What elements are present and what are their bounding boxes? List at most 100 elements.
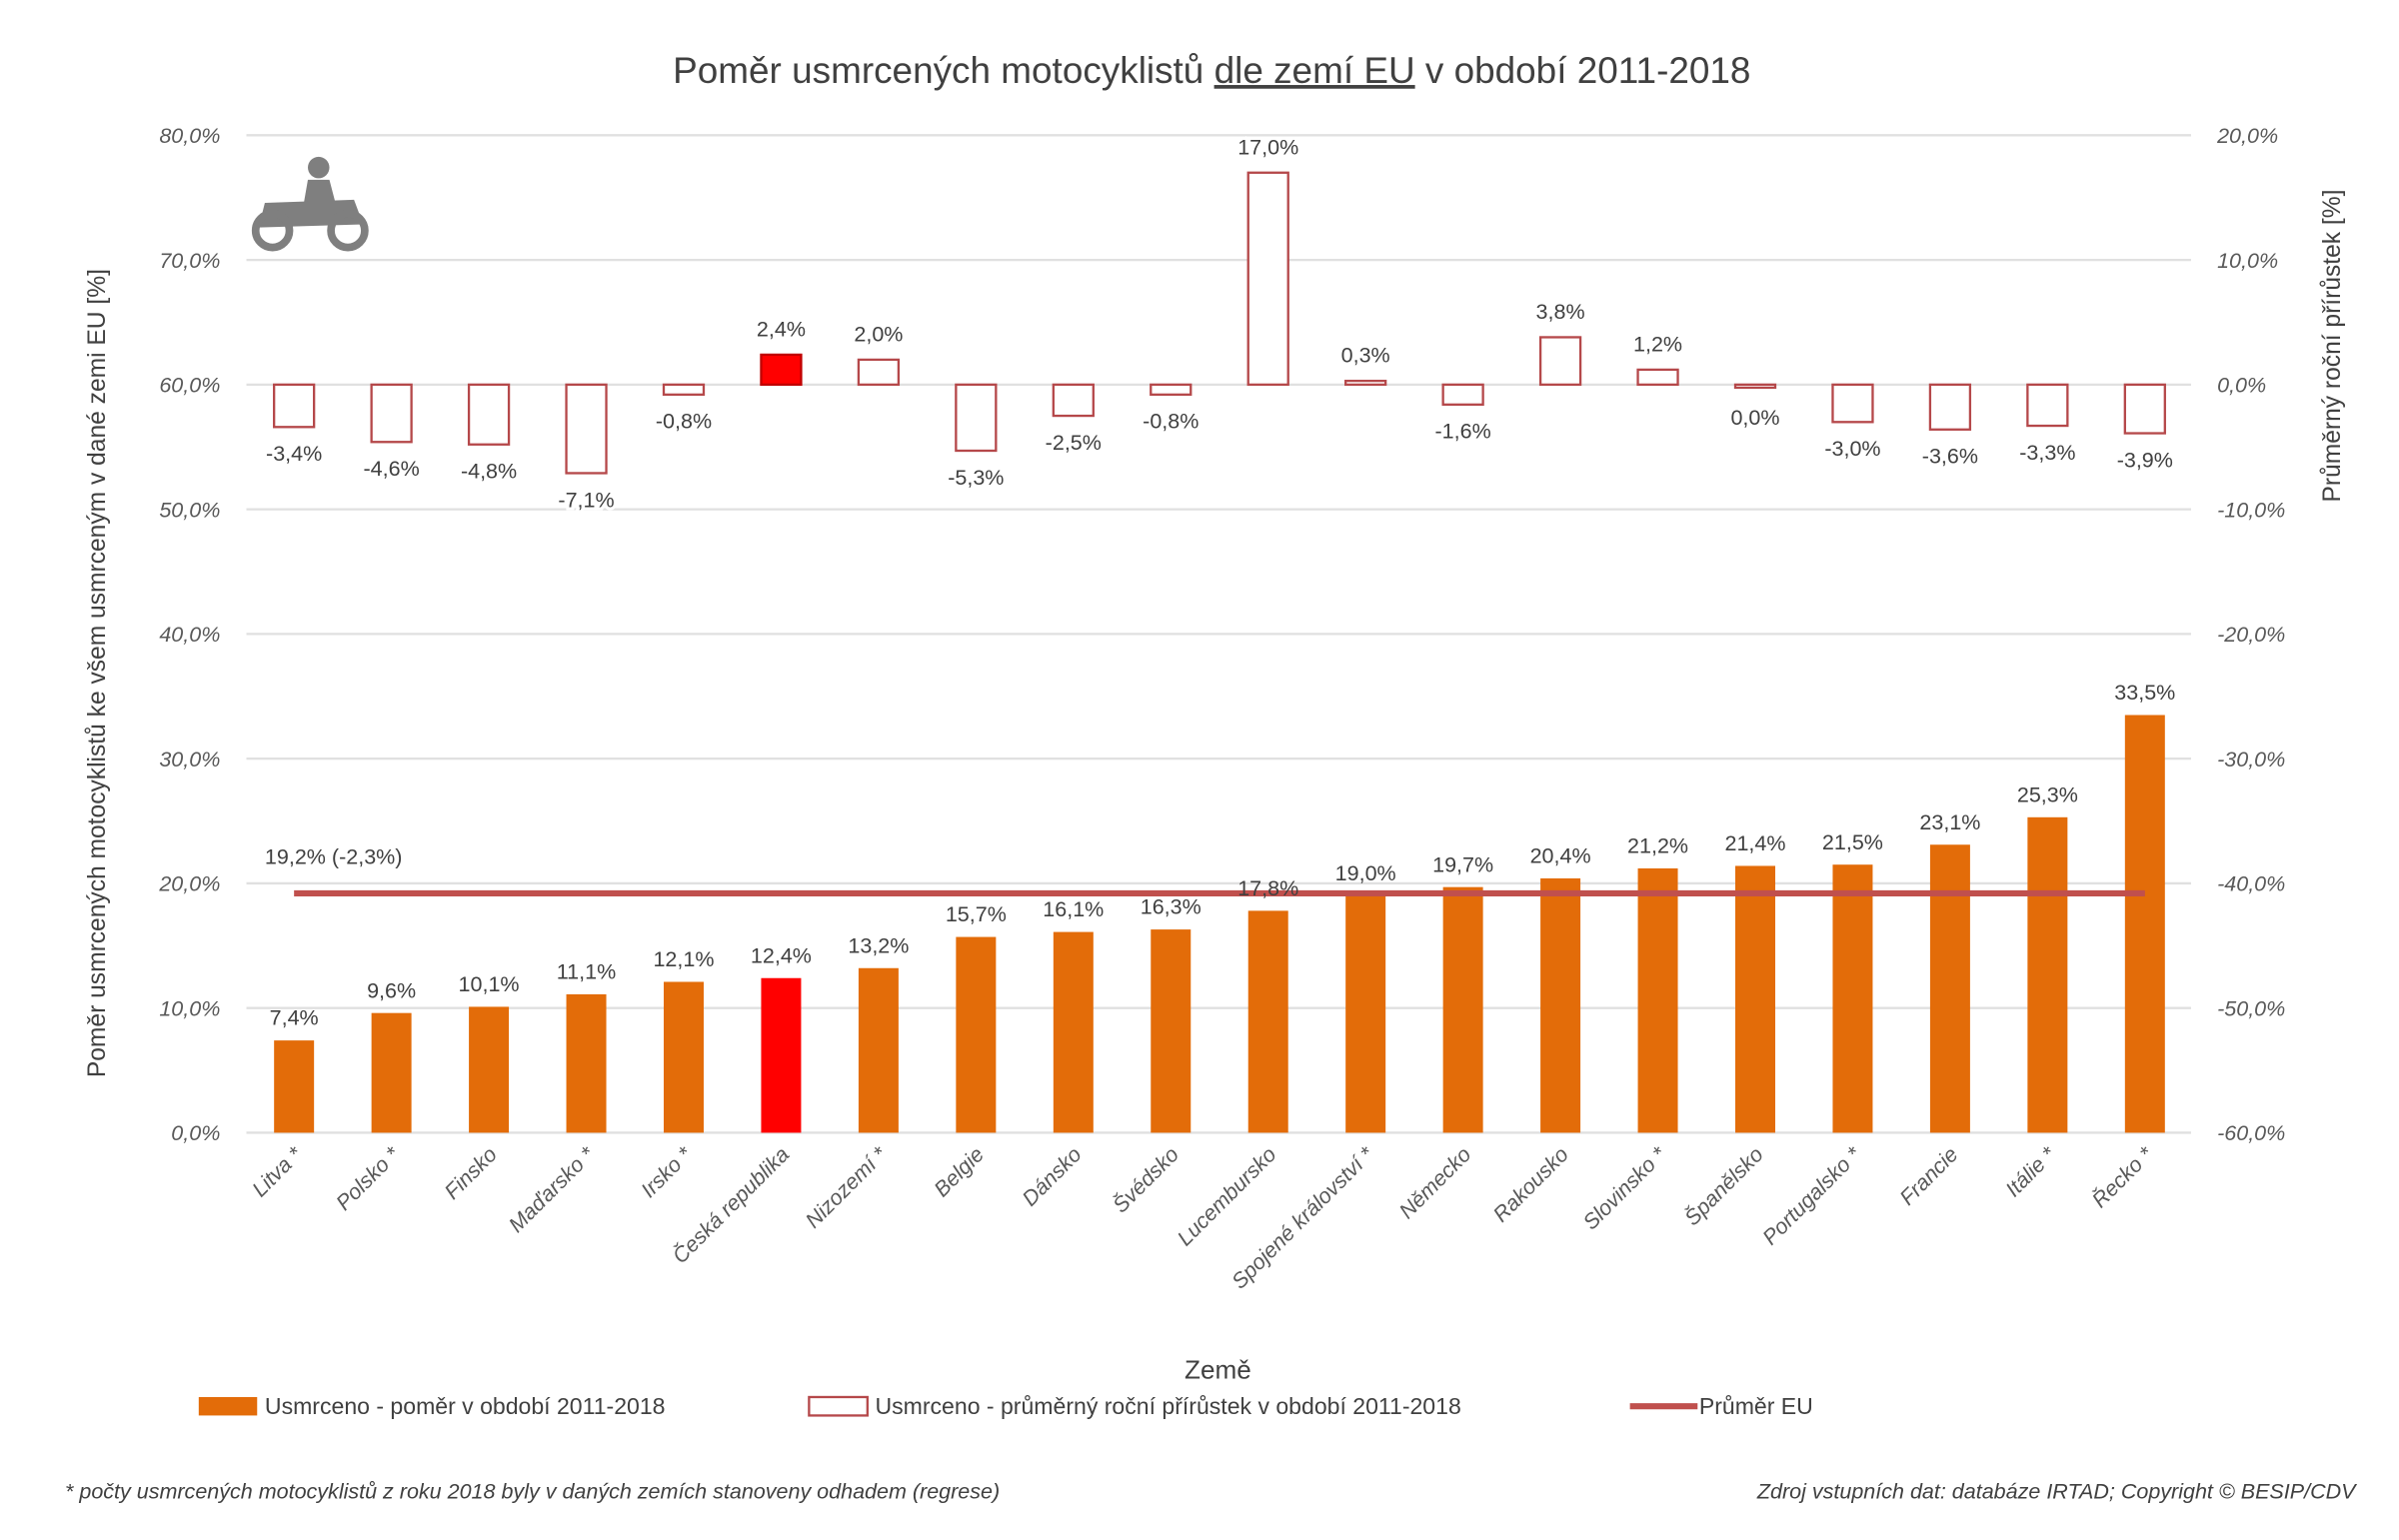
growth-bar bbox=[1831, 383, 1874, 424]
y-axis-right: -60,0% -50,0% -40,0% -30,0% -20,0% -10,0% 0,0%… bbox=[2216, 124, 2285, 1145]
ratio-data-label: 19,0% bbox=[1335, 861, 1396, 885]
growth-data-label: 17,0% bbox=[1237, 135, 1298, 159]
ratio-data-label: 15,7% bbox=[946, 902, 1007, 926]
legend-swatch-filled bbox=[198, 1396, 258, 1416]
y-tick-label: 40,0% bbox=[159, 623, 220, 647]
eu-average-series: 19,2% (-2,3%) bbox=[265, 845, 2145, 896]
ratio-bar bbox=[1247, 910, 1288, 1133]
category-label: Německo bbox=[1394, 1142, 1475, 1223]
ratio-data-label: 25,3% bbox=[2017, 782, 2078, 806]
ratio-data-label: 19,7% bbox=[1432, 852, 1493, 876]
title-part: v období 2011-2018 bbox=[1415, 50, 1751, 91]
y2-tick-label: -10,0% bbox=[2217, 498, 2285, 522]
ratio-bar bbox=[2027, 816, 2068, 1133]
ratio-data-label: 9,6% bbox=[367, 978, 416, 1002]
ratio-bar bbox=[761, 977, 802, 1133]
y-tick-label: 10,0% bbox=[159, 996, 220, 1020]
y2-tick-label: 20,0% bbox=[2216, 124, 2278, 148]
growth-bar bbox=[1538, 336, 1582, 387]
y2-tick-label: -30,0% bbox=[2217, 748, 2285, 771]
growth-bar bbox=[467, 383, 511, 446]
growth-data-label: -3,3% bbox=[2019, 441, 2075, 465]
growth-data-label: -4,6% bbox=[364, 457, 420, 481]
growth-data-label: -3,4% bbox=[266, 442, 322, 466]
category-label: Rakousko bbox=[1488, 1142, 1573, 1227]
category-label: Irsko * bbox=[637, 1142, 698, 1203]
ratio-data-label: 16,3% bbox=[1141, 895, 1201, 919]
growth-bar bbox=[565, 383, 608, 475]
y-tick-label: 20,0% bbox=[158, 872, 220, 896]
growth-bar bbox=[2123, 383, 2166, 435]
legend-item-growth[interactable]: Usmrceno - průměrný roční přírůstek v ob… bbox=[808, 1393, 1461, 1419]
legend-label: Průměr EU bbox=[1699, 1393, 1813, 1419]
category-label: Maďarsko * bbox=[504, 1142, 599, 1237]
y-axis-title: Poměr usmrcených motocyklistů ke všem us… bbox=[84, 269, 111, 1077]
growth-data-label: -5,3% bbox=[948, 466, 1004, 490]
legend-item-eu-average[interactable]: Průměr EU bbox=[1629, 1393, 1813, 1419]
ratio-data-label: 10,1% bbox=[459, 972, 520, 996]
ratio-data-label: 33,5% bbox=[2114, 681, 2175, 705]
ratio-bar bbox=[858, 967, 899, 1133]
legend-swatch-outline bbox=[808, 1395, 869, 1417]
ratio-bar bbox=[1735, 865, 1775, 1133]
growth-data-label: -0,8% bbox=[1143, 410, 1199, 434]
growth-data-label: -3,6% bbox=[1922, 445, 1978, 469]
x-axis-title: Země bbox=[1185, 1355, 1251, 1385]
ratio-data-label: 17,8% bbox=[1237, 876, 1298, 900]
ratio-data-label: 11,1% bbox=[557, 960, 616, 984]
legend-item-ratio[interactable]: Usmrceno - poměr v období 2011-2018 bbox=[198, 1393, 666, 1419]
ratio-data-label: 20,4% bbox=[1530, 844, 1591, 868]
ratio-bar bbox=[566, 993, 607, 1133]
growth-data-label: 1,2% bbox=[1633, 332, 1682, 356]
x-axis-categories: Litva * Polsko * Finsko Maďarsko * Irsko *Če… bbox=[248, 1141, 2158, 1294]
growth-data-label: -3,9% bbox=[2117, 448, 2173, 472]
ratio-bar bbox=[1053, 931, 1094, 1133]
motorcycle-icon bbox=[251, 156, 369, 252]
growth-bar bbox=[1052, 383, 1095, 418]
growth-data-label: 0,3% bbox=[1341, 344, 1390, 368]
y2-tick-label: -20,0% bbox=[2217, 623, 2285, 647]
growth-data-label: 2,4% bbox=[757, 317, 806, 341]
y-tick-label: 70,0% bbox=[159, 249, 220, 273]
ratio-data-label: 21,2% bbox=[1627, 834, 1688, 858]
ratio-bar bbox=[1832, 864, 1873, 1133]
y2-tick-label: -40,0% bbox=[2217, 872, 2285, 896]
ratio-bar bbox=[956, 936, 997, 1133]
source-note: Zdroj vstupních dat: databáze IRTAD; Cop… bbox=[1756, 1479, 2358, 1503]
eu-average-label: 19,2% (-2,3%) bbox=[265, 845, 403, 869]
ratio-data-label: 12,4% bbox=[751, 943, 812, 967]
category-label: Lucembursko bbox=[1173, 1142, 1280, 1250]
ratio-data-label: 13,2% bbox=[848, 933, 909, 957]
ratio-bar bbox=[2124, 715, 2165, 1133]
legend-label: Usmrceno - poměr v období 2011-2018 bbox=[265, 1393, 666, 1419]
ratio-bar bbox=[663, 981, 704, 1133]
y-tick-label: 80,0% bbox=[159, 124, 220, 148]
category-label: Itálie * bbox=[2001, 1142, 2061, 1202]
category-label: Portugalsko * bbox=[1758, 1142, 1866, 1250]
chart-title: Poměr usmrcených motocyklistů dle zemí E… bbox=[673, 50, 1750, 91]
category-label: Dánsko bbox=[1018, 1142, 1087, 1211]
data-labels: 7,4% -3,4% 9,6% -4,6% 10,1% -4,8% 11,1% -7,1% 12… bbox=[263, 132, 2176, 1030]
ratio-data-label: 21,4% bbox=[1724, 831, 1785, 855]
y-tick-label: 0,0% bbox=[171, 1121, 220, 1145]
growth-data-label: -3,0% bbox=[1824, 437, 1880, 461]
growth-bar bbox=[1246, 171, 1289, 387]
legend-label: Usmrceno - průměrný roční přírůstek v ob… bbox=[875, 1393, 1460, 1419]
growth-bar bbox=[1441, 383, 1484, 406]
ratio-bar bbox=[1540, 877, 1581, 1133]
category-label: Litva * bbox=[248, 1142, 308, 1202]
ratio-data-label: 21,5% bbox=[1822, 830, 1883, 854]
ratio-bar bbox=[1637, 867, 1678, 1133]
growth-data-label: -4,8% bbox=[461, 460, 517, 484]
y2-tick-label: 0,0% bbox=[2217, 374, 2266, 398]
growth-data-label: -0,8% bbox=[656, 410, 712, 434]
y-tick-label: 30,0% bbox=[159, 748, 220, 771]
legend: Usmrceno - poměr v období 2011-2018 Usmr… bbox=[198, 1393, 1813, 1419]
title-part: Poměr usmrcených motocyklistů bbox=[673, 50, 1213, 91]
ratio-bar bbox=[1151, 929, 1192, 1133]
category-label: Belgie bbox=[930, 1142, 989, 1201]
growth-bar bbox=[1928, 383, 1972, 431]
ratio-bar bbox=[371, 1012, 412, 1133]
category-label: Řecko * bbox=[2087, 1141, 2158, 1212]
